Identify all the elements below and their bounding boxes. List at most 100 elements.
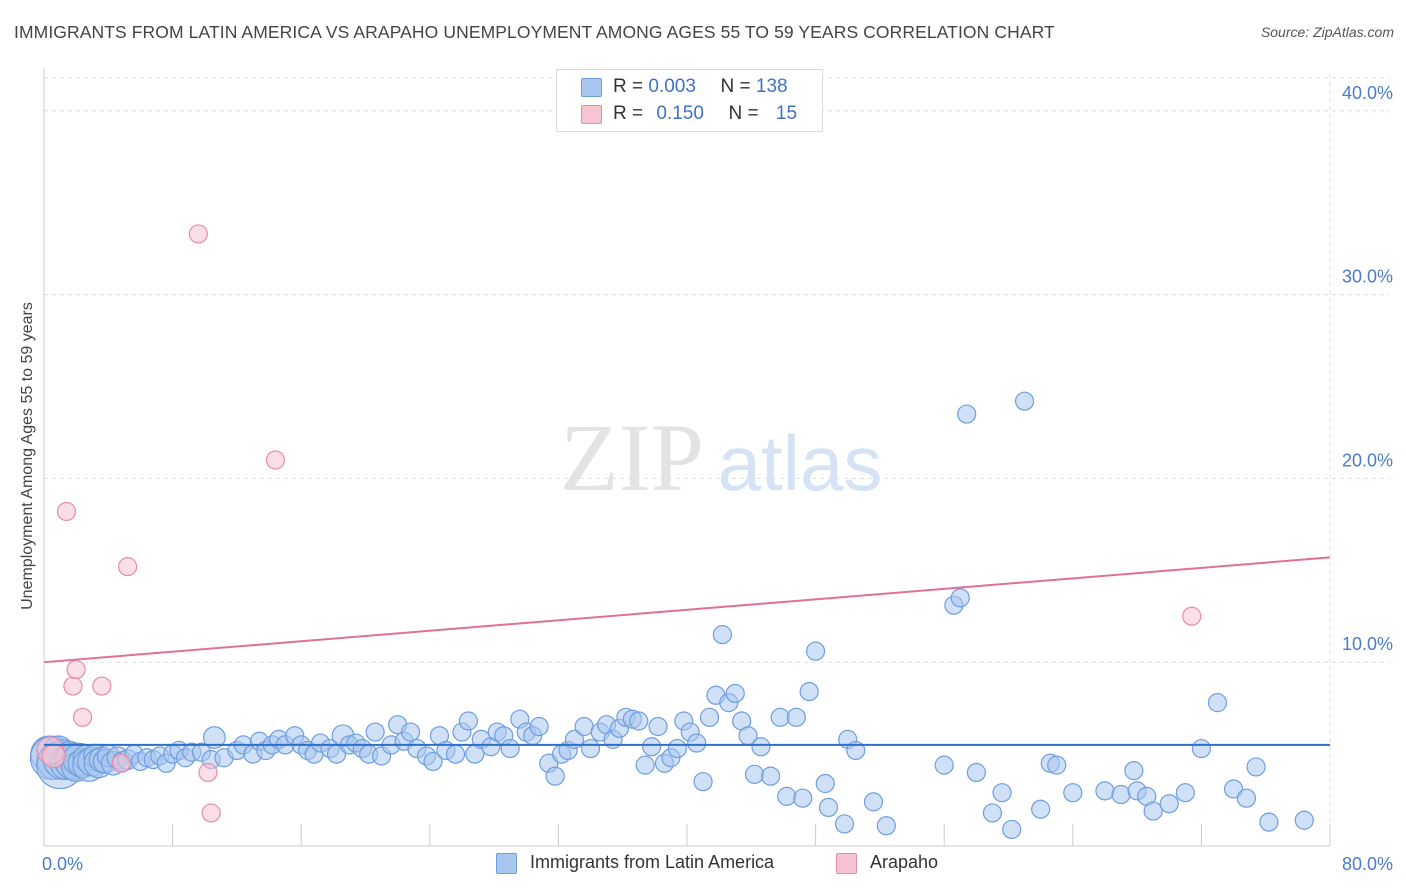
- arapaho-point: [66, 659, 86, 680]
- legend-n-value: 15: [775, 103, 798, 124]
- series-arapaho-points: [36, 224, 1202, 823]
- arapaho-point: [201, 803, 221, 823]
- watermark: ZIP atlas: [560, 404, 882, 511]
- y-tick-label: 20.0%: [1342, 450, 1393, 470]
- latin-america-point: [1124, 761, 1144, 781]
- latin-america-point: [1063, 783, 1083, 803]
- latin-america-point: [834, 814, 855, 834]
- legend-label-arapaho: Arapaho: [870, 852, 939, 872]
- arapaho-trend-line: [43, 556, 1331, 664]
- arapaho-point: [1182, 606, 1202, 626]
- arapaho-point: [111, 753, 131, 773]
- latin-america-point: [635, 755, 655, 775]
- latin-america-point: [1207, 693, 1228, 713]
- correlation-legend: R = 0.003 N = 138 R = 0.150 N = 15: [556, 69, 823, 132]
- latin-america-point: [458, 711, 478, 731]
- latin-america-point: [876, 816, 896, 836]
- latin-america-point: [725, 683, 745, 704]
- latin-america-point: [1095, 781, 1115, 801]
- latin-america-point: [365, 722, 385, 742]
- latin-america-point: [1111, 784, 1131, 805]
- axes: [43, 68, 1331, 847]
- latin-america-point: [423, 751, 443, 772]
- latin-america-point: [1259, 812, 1279, 832]
- trend-lines: [43, 556, 1331, 746]
- legend-n-label: N =: [728, 103, 759, 124]
- arapaho-point: [265, 450, 286, 470]
- latin-america-point: [648, 716, 668, 737]
- series-legend: Immigrants from Latin America Arapaho: [0, 852, 1406, 876]
- latin-america-point: [580, 738, 601, 759]
- legend-r-value: 0.003: [648, 76, 696, 97]
- latin-america-point: [574, 716, 594, 737]
- latin-america-point: [712, 625, 732, 645]
- latin-america-point: [1236, 788, 1257, 808]
- latin-america-point: [545, 766, 565, 786]
- latin-america-point: [202, 726, 226, 749]
- latin-america-point: [445, 744, 466, 764]
- latin-america-point: [966, 762, 986, 783]
- chart-title: IMMIGRANTS FROM LATIN AMERICA VS ARAPAHO…: [14, 22, 1055, 42]
- watermark-atlas: atlas: [718, 419, 883, 507]
- legend-swatch-pink: [581, 105, 602, 124]
- latin-america-point: [1175, 783, 1195, 803]
- legend-label-latin-america: Immigrants from Latin America: [530, 852, 775, 872]
- legend-swatch-pink: [836, 853, 857, 874]
- latin-america-point: [400, 722, 421, 742]
- latin-america-point: [629, 711, 649, 731]
- latin-america-point: [815, 773, 835, 794]
- latin-america-point: [786, 707, 806, 727]
- legend-n-label: N =: [720, 76, 751, 97]
- x-tick-label: 80.0%: [1342, 854, 1393, 874]
- arapaho-point: [198, 762, 218, 783]
- arapaho-point: [56, 501, 77, 522]
- latin-america-point: [982, 803, 1003, 823]
- latin-america-point: [863, 792, 884, 812]
- latin-america-point: [642, 737, 662, 757]
- arapaho-point: [63, 676, 83, 696]
- arapaho-point: [41, 743, 66, 769]
- latin-america-point: [793, 788, 813, 808]
- latin-america-point: [957, 404, 977, 424]
- legend-r-label: R =: [613, 76, 644, 97]
- latin-america-point: [693, 772, 713, 792]
- legend-n-value: 138: [755, 76, 788, 97]
- arapaho-point: [117, 557, 138, 577]
- latin-america-point: [1159, 794, 1179, 814]
- source-label: Source: ZipAtlas.com: [1260, 24, 1394, 40]
- latin-america-point: [1246, 757, 1266, 777]
- latin-america-point: [1014, 391, 1035, 411]
- y-tick-label: 40.0%: [1342, 83, 1393, 103]
- arapaho-point: [72, 707, 93, 727]
- latin-america-point: [777, 786, 797, 806]
- latin-america-point: [687, 733, 707, 753]
- latin-america-point: [760, 766, 781, 786]
- latin-america-point: [1294, 810, 1314, 830]
- x-tick-label: 0.0%: [42, 854, 83, 874]
- latin-america-point: [770, 707, 790, 727]
- latin-america-point: [1031, 799, 1051, 819]
- latin-america-point: [1047, 755, 1067, 775]
- latin-america-point: [1002, 819, 1022, 840]
- y-tick-label: 10.0%: [1342, 634, 1393, 654]
- legend-r-value: 0.150: [656, 103, 704, 124]
- grid-lines: [44, 74, 1390, 846]
- latin-america-point: [805, 641, 826, 661]
- y-tick-label: 30.0%: [1342, 267, 1393, 287]
- latin-america-point: [529, 716, 549, 737]
- legend-swatch-blue: [581, 78, 602, 97]
- latin-america-point: [699, 707, 720, 727]
- latin-america-point: [799, 681, 819, 702]
- latin-america-point: [564, 729, 585, 749]
- arapaho-point: [92, 676, 112, 696]
- latin-america-point: [667, 738, 687, 759]
- latin-america-point: [1143, 801, 1163, 821]
- latin-america-point: [751, 737, 771, 757]
- latin-america-point: [818, 797, 839, 818]
- legend-r-label: R =: [613, 103, 644, 124]
- latin-america-point: [950, 588, 970, 608]
- arapaho-point: [188, 224, 208, 244]
- latin-america-point: [934, 755, 954, 775]
- legend-swatch-blue: [496, 853, 517, 874]
